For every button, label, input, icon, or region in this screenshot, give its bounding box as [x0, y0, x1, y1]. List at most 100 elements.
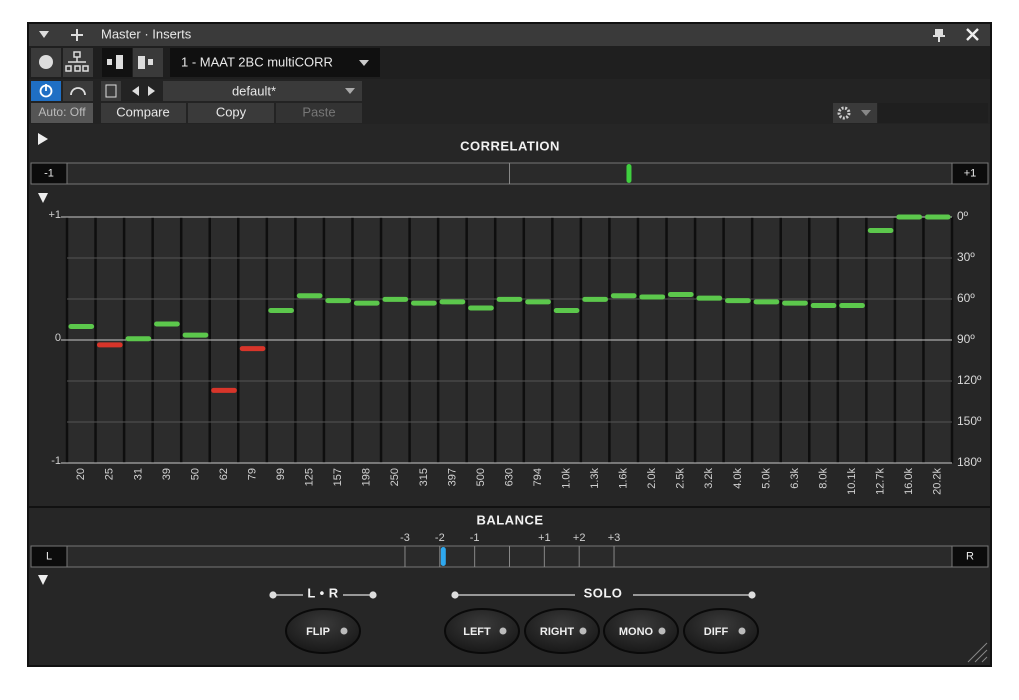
correlation-bar — [125, 336, 152, 342]
x-tick-label: 5.0k — [760, 468, 772, 489]
paste-button[interactable] — [276, 103, 362, 123]
copy-label: Copy — [216, 104, 247, 119]
compare-button[interactable] — [101, 103, 186, 123]
x-tick-label: 20 — [75, 468, 87, 480]
correlation-bar — [553, 307, 580, 313]
correlation-bar — [610, 293, 637, 299]
correlation-bar — [896, 214, 923, 220]
meter-right-label: R — [966, 550, 974, 562]
x-tick-label: 3.2k — [703, 468, 715, 489]
meter-tick-label: -2 — [435, 532, 445, 544]
correlation-bar — [296, 293, 323, 299]
auto-box[interactable] — [31, 103, 93, 123]
meter-tick-label: +1 — [538, 532, 551, 544]
control-button-label: LEFT — [463, 626, 491, 638]
x-tick-label: 2.5k — [675, 468, 687, 489]
x-tick-label: 125 — [304, 468, 316, 486]
correlation-bar — [810, 303, 837, 309]
meter-tick-label: +3 — [608, 532, 621, 544]
collapse-arrow[interactable] — [38, 193, 48, 203]
plugin-selector[interactable] — [170, 48, 380, 77]
meter-indicator — [440, 547, 446, 566]
correlation-bar — [325, 298, 352, 304]
title-bar — [29, 24, 990, 46]
correlation-bar — [753, 299, 780, 305]
control-button-led — [340, 627, 348, 635]
preset-prev[interactable] — [132, 86, 139, 96]
control-button[interactable] — [603, 608, 679, 654]
y2-tick-label: 150º — [957, 414, 982, 428]
control-button[interactable] — [444, 608, 520, 654]
meter-tick-label: -1 — [470, 532, 480, 544]
copy-button[interactable] — [188, 103, 274, 123]
y2-tick-label: 120º — [957, 373, 982, 387]
plugin-dropdown-arrow[interactable] — [359, 60, 369, 66]
correlation-bar — [924, 214, 951, 220]
control-button[interactable] — [683, 608, 759, 654]
correlation-bar — [382, 296, 409, 302]
x-tick-label: 25 — [104, 468, 116, 480]
meter-indicator — [626, 164, 632, 183]
x-tick-label: 397 — [446, 468, 458, 486]
correlation-bar — [582, 296, 608, 302]
paste-label: Paste — [302, 104, 335, 119]
preset-selector[interactable] — [163, 81, 362, 101]
correlation-bar — [439, 299, 466, 305]
x-tick-label: 794 — [532, 468, 544, 486]
correlation-bar — [268, 307, 294, 313]
y2-tick-label: 0º — [957, 209, 969, 223]
control-button-label: RIGHT — [540, 626, 575, 638]
meter-tick-label: +2 — [573, 532, 586, 544]
correlation-bar — [696, 295, 723, 301]
lr-label: L • R — [307, 585, 338, 600]
x-tick-label: 20.2k — [932, 468, 944, 495]
x-tick-label: 1.6k — [618, 468, 630, 489]
menu-arrow[interactable] — [39, 31, 49, 38]
correlation-bar — [182, 332, 209, 338]
control-button[interactable] — [524, 608, 600, 654]
correlation-bar — [839, 303, 865, 309]
control-button-led — [658, 627, 666, 635]
x-tick-label: 500 — [475, 468, 487, 486]
x-tick-label: 50 — [189, 468, 201, 480]
correlation-bar — [96, 342, 123, 348]
x-tick-label: 250 — [389, 468, 401, 486]
correlation-bar — [211, 387, 237, 393]
y-tick-label: 0 — [55, 332, 61, 344]
close-button[interactable] — [966, 28, 979, 41]
x-tick-label: 4.0k — [732, 468, 744, 489]
y-tick-label: -1 — [51, 455, 61, 467]
x-tick-label: 1.0k — [561, 468, 573, 489]
x-tick-label: 12.7k — [875, 468, 887, 495]
x-tick-label: 62 — [218, 468, 230, 480]
meter-left-label: -1 — [44, 167, 54, 179]
x-tick-label: 79 — [246, 468, 258, 480]
x-tick-label: 39 — [161, 468, 173, 480]
control-button-led — [499, 627, 507, 635]
control-button[interactable] — [285, 608, 361, 654]
expand-arrow[interactable] — [38, 133, 48, 145]
pin-button[interactable] — [933, 29, 945, 42]
lr-decoration — [269, 591, 756, 599]
collapse-arrow[interactable] — [38, 575, 48, 585]
preset-next[interactable] — [148, 86, 155, 96]
x-tick-label: 6.3k — [789, 468, 801, 489]
correlation-bar — [154, 321, 180, 327]
control-button-led — [579, 627, 587, 635]
y2-tick-label: 60º — [957, 291, 975, 305]
preset-file-button[interactable] — [101, 81, 121, 101]
plugin-name: 1 - MAAT 2BC multiCORR — [181, 54, 333, 69]
meter-tick-label: -3 — [400, 532, 410, 544]
correlation-bar — [782, 300, 808, 306]
automation-button[interactable] — [63, 81, 93, 101]
meter-right-box — [951, 545, 989, 568]
add-button[interactable] — [71, 29, 83, 41]
x-tick-label: 99 — [275, 468, 287, 480]
correlation-bar — [353, 300, 380, 306]
resize-grip[interactable] — [967, 642, 988, 663]
x-tick-label: 31 — [132, 468, 144, 480]
y2-tick-label: 180º — [957, 455, 982, 469]
correlation-title: CORRELATION — [460, 138, 560, 153]
control-button-label: FLIP — [306, 626, 330, 638]
